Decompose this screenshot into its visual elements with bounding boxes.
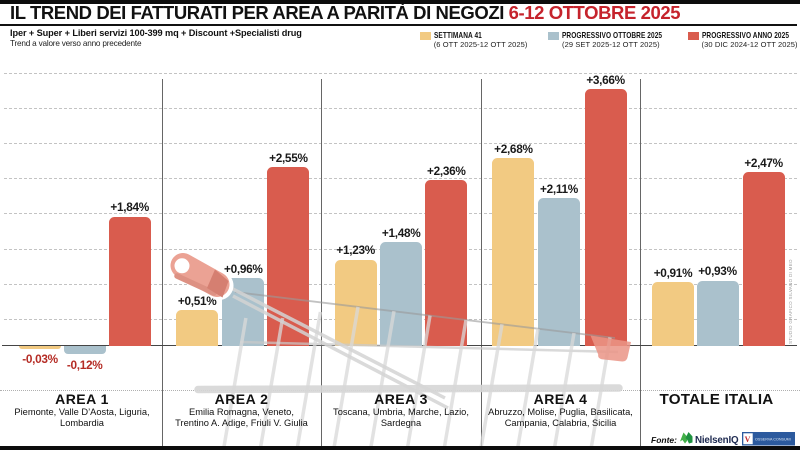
svg-text:OSSERVA CONSUMI: OSSERVA CONSUMI	[755, 437, 791, 441]
svg-text:NielsenIQ: NielsenIQ	[695, 435, 739, 446]
svg-text:V: V	[744, 434, 750, 443]
